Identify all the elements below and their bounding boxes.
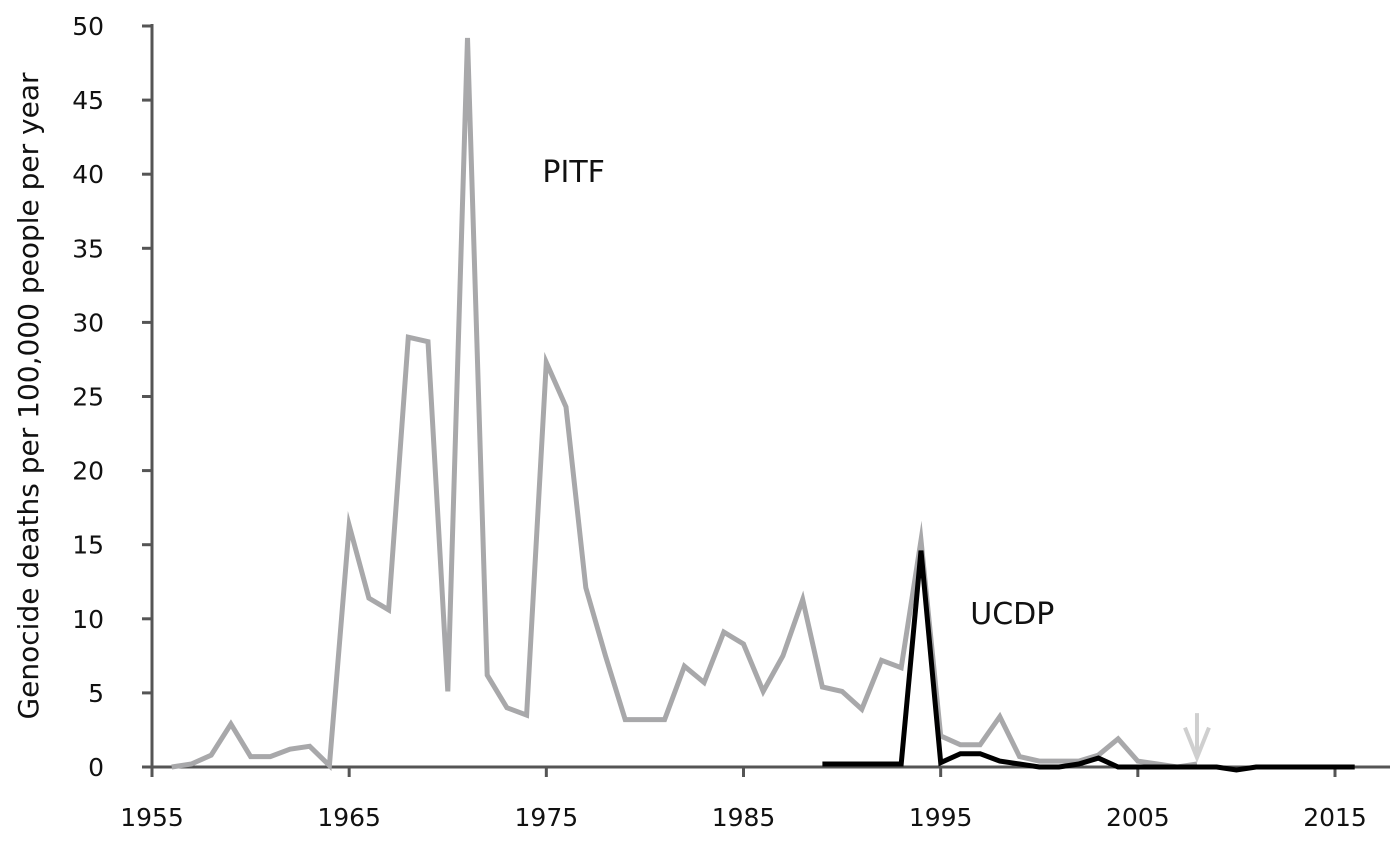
series-layer [171, 37, 1355, 773]
annotation-layer: PITF UCDP [542, 155, 1054, 632]
x-axis-ticks: 1955 1965 1975 1985 1995 2005 2015 [120, 767, 1367, 832]
y-tick-label: 20 [72, 457, 104, 486]
y-tick-label: 25 [72, 383, 104, 412]
y-tick-label: 50 [72, 12, 104, 41]
y-axis-title: Genocide deaths per 100,000 people per y… [12, 72, 45, 720]
y-tick-label: 15 [72, 531, 104, 560]
series-label-pitf: PITF [542, 155, 605, 190]
series-line-ucdp [822, 550, 1355, 773]
x-tick-label: 1985 [712, 803, 776, 832]
x-tick-label: 1995 [909, 803, 973, 832]
y-tick-label: 30 [72, 308, 104, 337]
y-tick-label: 35 [72, 234, 104, 263]
x-tick-label: 2005 [1106, 803, 1170, 832]
y-tick-label: 10 [72, 605, 104, 634]
y-tick-label: 5 [88, 679, 104, 708]
series-line-pitf [171, 37, 1198, 771]
x-tick-label: 1965 [317, 803, 381, 832]
y-tick-label: 0 [88, 753, 104, 782]
x-tick-label: 1975 [515, 803, 579, 832]
x-tick-label: 1955 [120, 803, 184, 832]
series-label-ucdp: UCDP [970, 597, 1054, 632]
y-tick-label: 40 [72, 160, 104, 189]
y-tick-label: 45 [72, 86, 104, 115]
arrow-head [1183, 726, 1211, 763]
marker-arrow [1183, 713, 1211, 763]
y-axis-ticks: 0 5 10 15 20 25 30 35 40 45 50 [72, 12, 152, 782]
x-tick-label: 2015 [1303, 803, 1367, 832]
